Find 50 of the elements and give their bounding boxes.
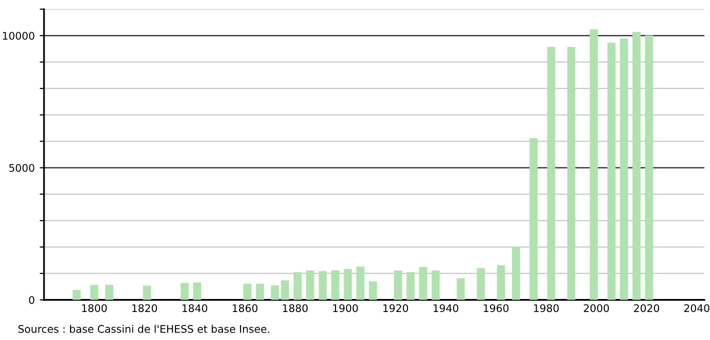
bar: [567, 46, 576, 300]
bar: [645, 35, 654, 300]
bar: [270, 285, 280, 300]
x-tick-label: 1860: [232, 304, 258, 312]
y-tick-label: 0: [29, 296, 34, 304]
bar: [512, 246, 520, 300]
x-tick-label: 1820: [132, 304, 158, 312]
x-tick-label: 1940: [434, 304, 458, 312]
bar: [632, 32, 641, 300]
bar: [306, 270, 314, 300]
x-tick-label: 1920: [383, 304, 408, 312]
x-tick-label: 1880: [282, 304, 308, 312]
x-tick-label: 1800: [82, 304, 107, 312]
x-tick-label: 1840: [182, 304, 208, 312]
bar: [620, 38, 628, 300]
bar: [456, 278, 465, 300]
y-tick-label: 5000: [9, 164, 34, 172]
bar: [105, 284, 114, 300]
bar: [476, 268, 485, 300]
x-tick-label: 2040: [684, 304, 710, 312]
bar: [180, 282, 189, 300]
bar: [193, 282, 202, 300]
bar: [90, 284, 98, 300]
x-tick-label: 2000: [584, 304, 609, 312]
bar: [294, 272, 302, 300]
bar: [432, 270, 440, 300]
bar: [243, 284, 252, 300]
bar: [256, 284, 264, 300]
bar: [281, 280, 290, 300]
bar: [356, 266, 364, 300]
bar: [530, 138, 538, 300]
x-tick-label: 1960: [484, 304, 508, 312]
bar: [607, 42, 616, 300]
bar: [496, 265, 505, 300]
bar: [368, 281, 377, 300]
bar: [344, 268, 352, 300]
x-tick-label: 2020: [634, 304, 660, 312]
x-tick-label: 1900: [333, 304, 358, 312]
bar: [419, 266, 428, 300]
bar: [318, 271, 327, 300]
bar: [142, 286, 151, 300]
bar: [394, 270, 402, 300]
bar: [72, 290, 81, 300]
bar: [406, 272, 415, 300]
y-tick-label: 10000: [3, 32, 34, 40]
x-tick-label: 1980: [534, 304, 559, 312]
bar: [331, 270, 340, 300]
bar: [590, 30, 598, 300]
bar: [547, 46, 556, 300]
source-note: Sources : base Cassini de l'EHESS et base Insee.: [18, 324, 270, 333]
